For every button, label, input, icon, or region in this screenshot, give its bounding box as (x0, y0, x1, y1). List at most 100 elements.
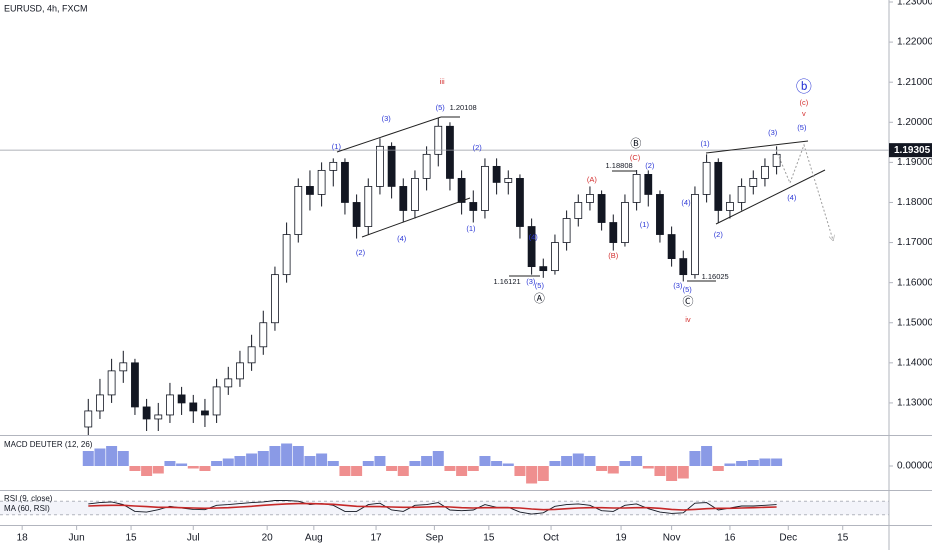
wave-label: (1) (332, 142, 342, 151)
macd-bar (759, 458, 771, 466)
candle-body (317, 169, 326, 195)
candle-body (702, 161, 711, 195)
wave-label: Ⓐ (534, 292, 545, 305)
candle-body (271, 274, 279, 324)
macd-bar (351, 466, 363, 476)
macd-bar (747, 460, 759, 466)
annotations: (1) (3) (2) (4) (5) 1.20108 iii (2) (1) (4) 1.1612… (332, 77, 812, 324)
macd-bar (607, 466, 619, 474)
candle-body (306, 186, 314, 195)
macd-bar (771, 458, 783, 466)
wave-label: Ⓑ (630, 137, 641, 150)
x-tick-label: 15 (125, 533, 137, 544)
macd-bar (584, 456, 596, 466)
candle-body (107, 370, 116, 396)
candle-body (376, 145, 384, 187)
candle-body (714, 161, 723, 211)
macd-bar (409, 461, 421, 466)
candle-body (597, 194, 606, 223)
candle-body (387, 145, 396, 187)
macd-bar (339, 466, 351, 476)
last-price-box (889, 143, 932, 158)
candle-body (691, 194, 699, 276)
x-tick-label: Nov (663, 533, 681, 544)
candle-body (749, 178, 758, 187)
legend-entry: MA (60, RSI) (4, 504, 50, 513)
macd-bar (736, 461, 748, 466)
y-tick-label: 1.23000 (897, 0, 932, 8)
macd-bar (701, 446, 713, 466)
y-tick-label: 1.17000 (897, 237, 932, 248)
wave-label: (5) (436, 103, 446, 112)
candle-body (551, 242, 559, 272)
macd-bar (549, 461, 561, 466)
y-tick-label: 0.00000 (897, 461, 932, 472)
y-tick-label: 1.18000 (897, 197, 932, 208)
candle-body (364, 186, 373, 227)
wave-label: ⓑ (796, 78, 812, 96)
macd-title: MACD DEUTER (12, 26) (4, 440, 93, 449)
last-price-label: 1.19305 (894, 145, 931, 156)
wave-label: (3) (673, 281, 683, 290)
legend-entry: RSI (9, close) (4, 494, 53, 503)
x-tick-label: Jul (187, 533, 200, 544)
macd-bar (642, 466, 654, 469)
macd-bar (82, 451, 94, 466)
wave-label: (1) (640, 220, 650, 229)
macd-bar (432, 451, 444, 466)
macd-bar (281, 443, 293, 466)
macd-bar (176, 463, 188, 466)
trendline (336, 116, 442, 153)
wave-label: iv (685, 315, 691, 324)
y-tick-label: 1.14000 (897, 357, 932, 368)
macd-bar (141, 466, 153, 476)
macd-bar (514, 466, 526, 476)
candle-body (84, 410, 93, 428)
wave-label: 1.16121 (494, 277, 521, 286)
candle-body (504, 178, 513, 183)
candle-body (457, 178, 466, 203)
macd-bar (456, 466, 468, 476)
macd-bar (689, 451, 701, 466)
candle-body (341, 161, 349, 203)
macd-bar (712, 466, 724, 471)
macd-bar (257, 451, 269, 466)
x-tick-label: Oct (543, 533, 559, 544)
candle-body (352, 202, 361, 227)
macd-bar (246, 453, 258, 466)
wave-label: (3) (382, 114, 392, 123)
candle-body (772, 153, 781, 167)
chart-title: EURUSD, 4h, FXCM (4, 3, 88, 13)
candle-body (679, 258, 688, 276)
candle-body (469, 202, 478, 211)
candle-body (166, 394, 174, 416)
y-tick-label: 1.21000 (897, 77, 932, 88)
wave-label: (2) (714, 230, 724, 239)
candle-body (142, 406, 151, 420)
x-tick-label: 15 (837, 533, 849, 544)
candle-body (632, 174, 641, 203)
macd-bar (129, 466, 141, 471)
macd-bar (152, 466, 164, 474)
candle-body (726, 202, 734, 211)
candle-body (119, 362, 128, 372)
candle-body (247, 346, 256, 364)
wave-label: (3) (768, 128, 778, 137)
candle-body (492, 165, 501, 183)
macd-bar (234, 456, 246, 466)
macd-bar (397, 466, 409, 476)
trendline (361, 197, 471, 238)
macd-bar (631, 456, 643, 466)
candle-body (656, 194, 664, 235)
macd-bar (269, 446, 281, 466)
rsi-pane (0, 500, 889, 516)
candle-body (539, 266, 548, 272)
macd-bar (421, 456, 433, 466)
candle-body (212, 386, 221, 416)
macd-bar (724, 463, 736, 466)
macd-bar (467, 466, 479, 471)
candle-body (737, 186, 746, 203)
